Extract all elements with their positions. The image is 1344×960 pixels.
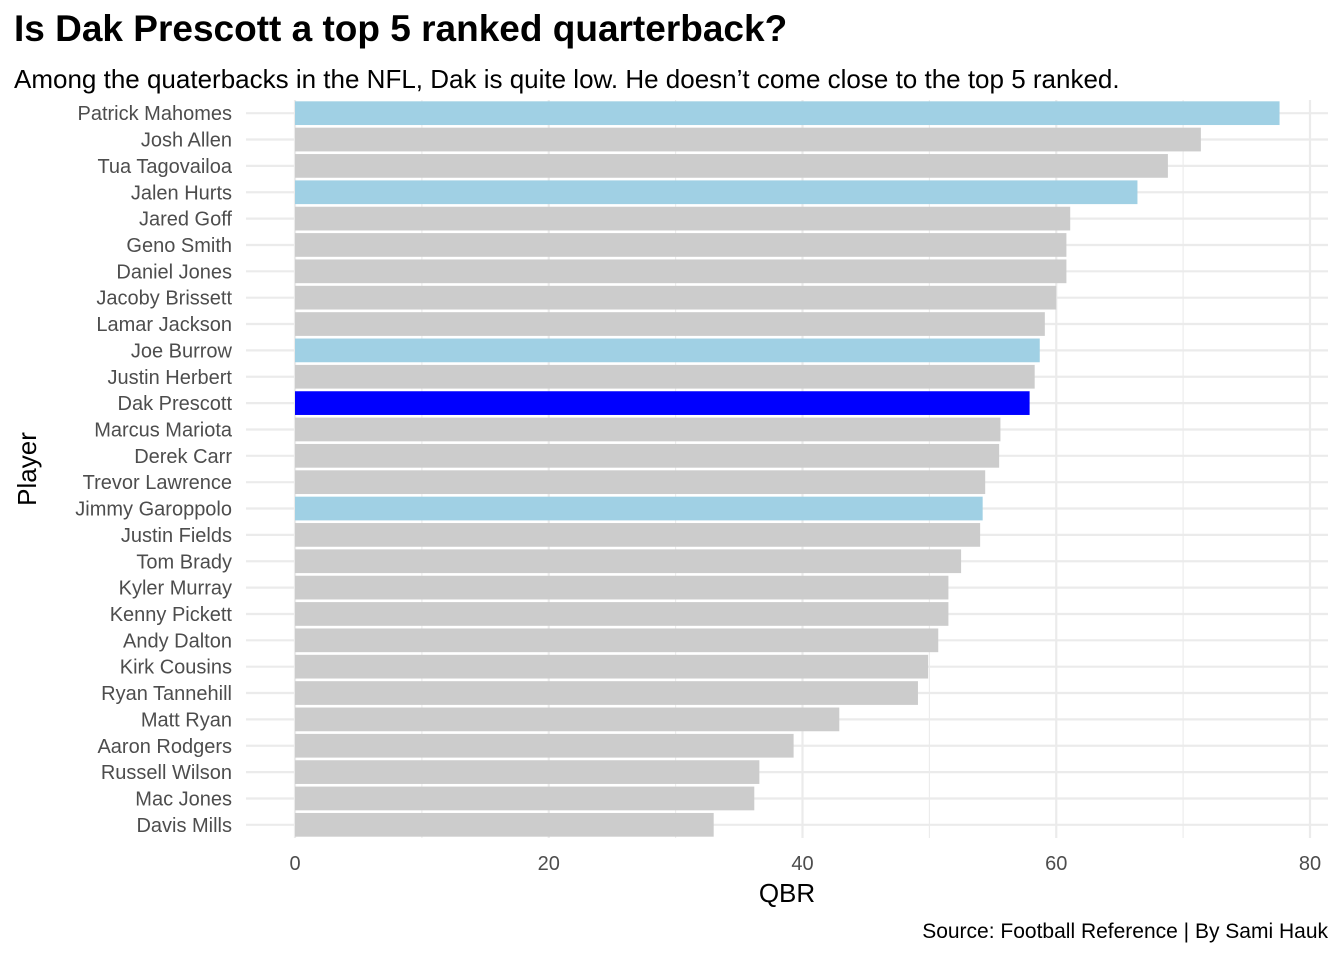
x-tick-label: 60 (1045, 853, 1067, 875)
x-tick-label: 20 (538, 853, 560, 875)
y-tick-label: Geno Smith (126, 235, 232, 257)
bar-justin-fields (295, 523, 981, 547)
y-tick-label: Jimmy Garoppolo (75, 499, 232, 521)
y-tick-label: Tua Tagovailoa (97, 156, 232, 178)
y-tick-label: Aaron Rodgers (97, 736, 232, 758)
bar-marcus-mariota (295, 417, 1001, 442)
y-tick-labels: Patrick Mahomes Josh Allen Tua Tagovailoa J… (75, 103, 233, 837)
y-tick-label: Russell Wilson (101, 762, 232, 784)
y-tick-label: Tom Brady (136, 551, 232, 573)
y-tick-label: Justin Fields (121, 525, 232, 547)
y-tick-label: Daniel Jones (116, 261, 232, 283)
bar-andy-dalton (295, 628, 939, 653)
y-tick-label: Derek Carr (134, 446, 232, 468)
bar-tom-brady (295, 549, 962, 574)
y-tick-label: Kyler Murray (119, 578, 232, 600)
bar-matt-ryan (295, 707, 840, 732)
y-tick-label: Dak Prescott (118, 393, 233, 415)
y-tick-label: Kenny Pickett (110, 604, 233, 626)
bar-dak-prescott (295, 391, 1030, 415)
y-tick-label: Jared Goff (139, 209, 232, 231)
bar-jalen-hurts (295, 180, 1138, 205)
bar-joe-burrow (295, 338, 1040, 363)
y-axis-title: Player (12, 432, 42, 506)
bar-russell-wilson (295, 760, 760, 784)
y-tick-label: Jacoby Brissett (96, 288, 232, 310)
bar-kirk-cousins (295, 654, 929, 679)
y-tick-label: Kirk Cousins (120, 657, 232, 679)
y-tick-label: Jalen Hurts (131, 182, 232, 204)
bar-mac-jones (295, 786, 755, 811)
bar-kenny-pickett (295, 602, 949, 626)
bar-patrick-mahomes (295, 101, 1280, 126)
y-tick-label: Joe Burrow (131, 340, 233, 362)
bar-trevor-lawrence (295, 470, 986, 495)
x-axis-title: QBR (759, 878, 815, 908)
y-tick-label: Ryan Tannehill (101, 683, 232, 705)
bar-derek-carr (295, 443, 1000, 468)
x-tick-label: 40 (791, 853, 813, 875)
bar-geno-smith (295, 233, 1067, 257)
x-tick-label: 80 (1299, 853, 1321, 875)
y-tick-label: Josh Allen (141, 130, 232, 152)
x-tick-labels: 0 20 40 60 80 (289, 853, 1321, 875)
bar-justin-herbert (295, 364, 1035, 389)
bar-jared-goff (295, 206, 1071, 231)
y-tick-label: Mac Jones (135, 788, 232, 810)
y-tick-label: Lamar Jackson (96, 314, 232, 336)
bar-daniel-jones (295, 259, 1067, 284)
chart-title: Is Dak Prescott a top 5 ranked quarterba… (14, 8, 788, 49)
bar-kyler-murray (295, 575, 949, 600)
y-tick-label: Davis Mills (136, 815, 232, 837)
bar-josh-allen (295, 127, 1201, 152)
y-tick-label: Patrick Mahomes (78, 103, 233, 125)
y-tick-label: Matt Ryan (141, 709, 232, 731)
y-tick-label: Andy Dalton (123, 630, 232, 652)
y-tick-label: Trevor Lawrence (83, 472, 232, 494)
bar-jimmy-garoppolo (295, 496, 983, 521)
bar-jacoby-brissett (295, 285, 1057, 310)
bar-ryan-tannehill (295, 681, 918, 705)
x-tick-label: 0 (289, 853, 300, 875)
chart-subtitle: Among the quaterbacks in the NFL, Dak is… (14, 64, 1120, 94)
y-tick-label: Marcus Mariota (94, 419, 233, 441)
bar-lamar-jackson (295, 312, 1045, 336)
bar-aaron-rodgers (295, 733, 794, 758)
bar-davis-mills (295, 812, 714, 837)
bars (295, 101, 1280, 837)
y-tick-label: Justin Herbert (108, 367, 233, 389)
bar-tua-tagovailoa (295, 154, 1168, 178)
chart-caption: Source: Football Reference | By Sami Hau… (922, 920, 1328, 943)
